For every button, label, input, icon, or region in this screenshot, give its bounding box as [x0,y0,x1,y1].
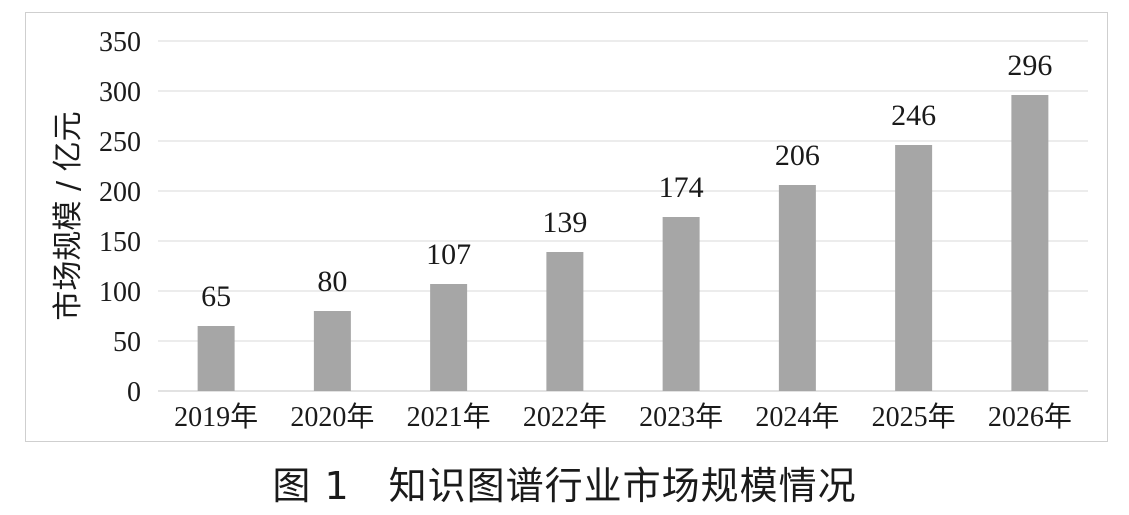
bar [778,185,816,391]
data-label: 107 [426,238,471,271]
y-tick-label: 150 [99,227,141,258]
y-tick-label: 300 [99,77,141,108]
x-tick-label: 2021年 [407,401,491,433]
data-label: 139 [542,206,587,239]
bar [662,217,700,391]
y-tick-label: 100 [99,277,141,308]
chart-frame [25,12,1108,442]
figure-caption: 图 1 知识图谱行业市场规模情况 [272,464,857,508]
y-tick-label: 200 [99,177,141,208]
data-label: 206 [775,139,820,172]
x-tick-label: 2020年 [290,401,374,433]
x-tick-label: 2026年 [988,401,1072,433]
y-tick-label: 50 [113,327,141,358]
bar-chart: 0 50 100 150 200 250 300 350 2019年 2020年 2021年 202… [51,27,1088,433]
y-axis-ticks: 0 50 100 150 200 250 300 350 [99,27,141,408]
data-label: 65 [201,280,231,313]
data-label: 296 [1007,49,1052,82]
bar [546,252,584,391]
data-label: 246 [891,99,936,132]
bars [197,95,1049,391]
y-tick-label: 250 [99,127,141,158]
bar [313,311,351,391]
y-tick-label: 350 [99,27,141,58]
x-tick-label: 2024年 [755,401,839,433]
bar [430,284,468,391]
x-tick-label: 2025年 [872,401,956,433]
x-tick-label: 2019年 [174,401,258,433]
data-labels: 65 80 107 139 174 206 246 296 [201,49,1052,313]
x-axis-ticks: 2019年 2020年 2021年 2022年 2023年 2024年 2025年 2026年 [174,401,1072,433]
y-axis-label: 市场规模 / 亿元 [51,111,86,320]
bar [197,326,235,391]
x-tick-label: 2023年 [639,401,723,433]
bar [1011,95,1049,391]
grid-lines [158,40,1088,392]
y-tick-label: 0 [127,377,141,408]
bar [895,145,933,391]
data-label: 80 [317,265,347,298]
x-tick-label: 2022年 [523,401,607,433]
data-label: 174 [659,171,704,204]
